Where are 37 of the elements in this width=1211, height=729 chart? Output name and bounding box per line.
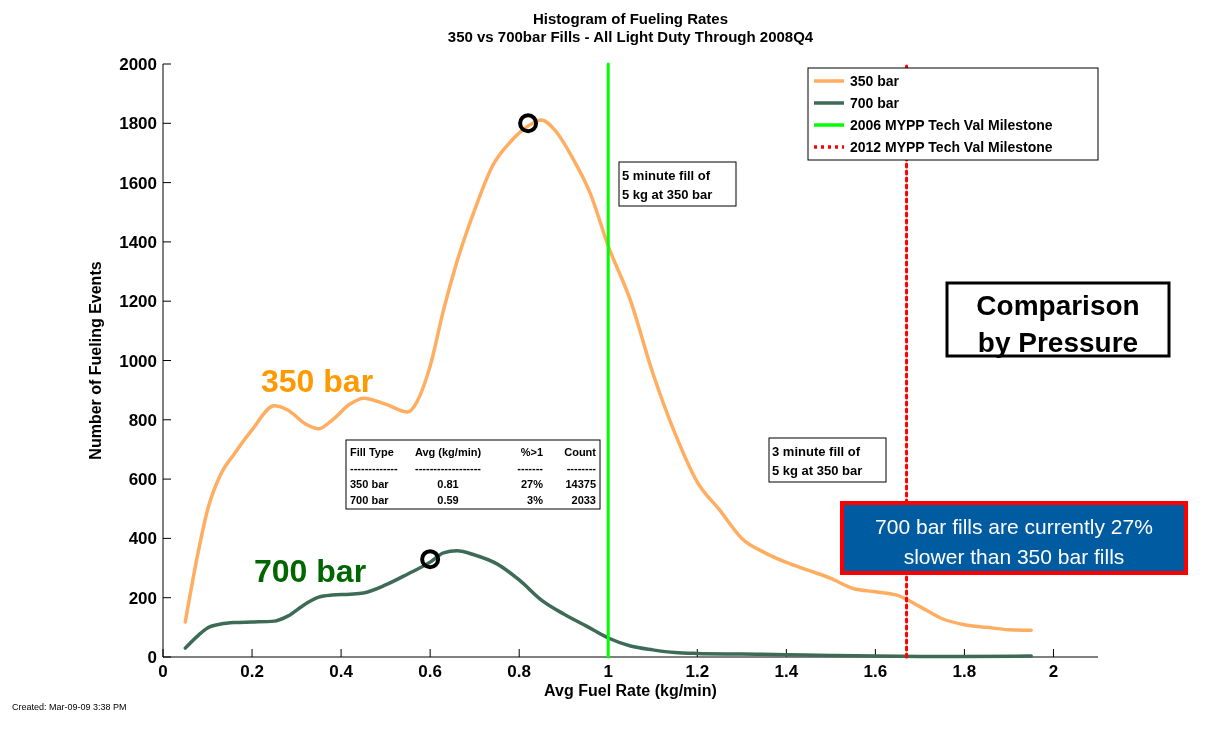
y-tick-label: 0 <box>147 648 157 667</box>
x-tick-label: 0.4 <box>329 662 354 681</box>
y-tick-label: 1800 <box>119 114 157 134</box>
annotation: 350 bar <box>261 363 374 399</box>
y-tick-label: 200 <box>128 588 157 608</box>
text: Fill Type Avg (kg/min) %>1 Count ------------- ------------------ ------- -------- 350 bar 0.81 27% 14375 700 bar 0.59 3% 2033 <box>350 446 596 506</box>
legend-label: 350 bar <box>850 73 900 89</box>
annotation: 3 minute fill of 5 kg at 350 bar <box>772 444 863 478</box>
y-tick-label: 1000 <box>119 351 157 371</box>
x-axis-title: Avg Fuel Rate (kg/min) <box>544 682 717 699</box>
x-tick-label: 1.6 <box>863 662 888 681</box>
x-tick-label: 1 <box>603 662 613 681</box>
y-tick-label: 600 <box>128 470 157 490</box>
annotation: 5 minute fill of 5 kg at 350 bar <box>622 168 713 202</box>
annotation: 700 bar fills are currently 27% slower than 350 bar fills <box>875 515 1153 568</box>
legend-label: 2012 MYPP Tech Val Milestone <box>850 139 1053 155</box>
y-tick-label: 1200 <box>119 292 157 312</box>
legend-label: 700 bar <box>850 95 900 111</box>
y-axis-title: Number of Fueling Events <box>87 261 104 460</box>
chart-subtitle: 350 vs 700bar Fills - All Light Duty Through 2008Q4 <box>447 28 814 45</box>
y-tick-label: 2000 <box>119 55 157 74</box>
y-tick-label: 1400 <box>119 232 157 252</box>
x-tick-label: 1.2 <box>685 662 710 681</box>
y-tick-label: 800 <box>128 410 157 430</box>
chart-title: Histogram of Fueling Rates <box>532 10 729 27</box>
annotation: 700 bar <box>254 553 367 589</box>
x-tick-label: 0.6 <box>418 662 442 681</box>
y-tick-label: 1600 <box>119 173 157 193</box>
x-tick-label: 1.8 <box>952 662 977 681</box>
x-tick-label: 2 <box>1048 662 1059 681</box>
annotation: Comparison by Pressure <box>976 290 1140 358</box>
text: Created: Mar-09-09 3:38 PM <box>12 702 127 712</box>
x-tick-label: 0.8 <box>507 662 532 681</box>
y-tick-label: 400 <box>128 529 157 549</box>
x-tick-label: 1.4 <box>774 662 799 681</box>
legend-label: 2006 MYPP Tech Val Milestone <box>850 117 1053 133</box>
x-tick-label: 0.2 <box>240 662 264 681</box>
